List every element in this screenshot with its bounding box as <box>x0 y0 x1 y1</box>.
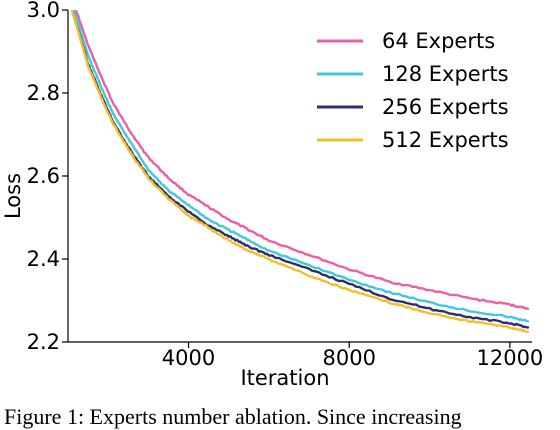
legend-label: 512 Experts <box>382 128 509 152</box>
legend: 64 Experts 128 Experts 256 Experts 512 Expe… <box>317 29 509 152</box>
series-line-256-experts <box>70 10 530 329</box>
y-tick-label: 2.6 <box>27 164 60 188</box>
legend-label: 128 Experts <box>382 62 509 86</box>
series-line-128-experts <box>72 10 530 323</box>
x-tick-label: 4000 <box>162 346 215 370</box>
legend-label: 64 Experts <box>382 29 495 53</box>
y-axis-label: Loss <box>1 173 25 219</box>
x-tick-label: 12000 <box>476 346 543 370</box>
series-line-512-experts <box>70 10 530 333</box>
y-tick-label: 2.4 <box>27 247 60 271</box>
y-tick-label: 3.0 <box>27 0 60 22</box>
axes: 2.2 2.4 2.6 2.8 3.0 4000 8000 12000 <box>27 0 544 370</box>
legend-label: 256 Experts <box>382 95 509 119</box>
series-line-64-experts <box>74 10 530 310</box>
y-tick-label: 2.2 <box>27 330 60 354</box>
figure-caption: Figure 1: Experts number ablation. Since… <box>4 404 462 429</box>
y-tick-label: 2.8 <box>27 81 60 105</box>
x-axis-label: Iteration <box>240 366 329 390</box>
series-layer <box>70 10 530 333</box>
x-tick-label: 8000 <box>322 346 375 370</box>
